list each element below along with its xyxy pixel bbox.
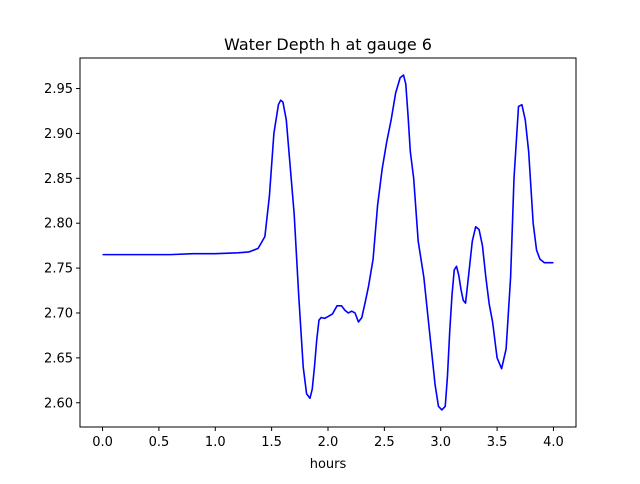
x-tick-label: 4.0 [543,435,564,450]
x-axis-label: hours [310,457,347,472]
x-tick-label: 1.0 [205,435,226,450]
y-tick-label: 2.95 [44,82,73,97]
y-tick-label: 2.80 [44,217,73,232]
x-tick-label: 0.5 [149,435,170,450]
y-axis-ticks: 2.60 2.65 2.70 2.75 2.80 2.85 2.90 2.95 [44,82,80,411]
chart-title: Water Depth h at gauge 6 [224,35,432,54]
y-tick-label: 2.90 [44,127,73,142]
series-line-0 [102,74,554,411]
y-tick-label: 2.70 [44,306,73,321]
y-tick-label: 2.75 [44,262,73,277]
x-tick-label: 2.0 [318,435,339,450]
x-tick-label: 2.5 [374,435,395,450]
x-tick-label: 3.5 [487,435,508,450]
y-tick-label: 2.60 [44,396,73,411]
y-tick-label: 2.65 [44,351,73,366]
x-tick-label: 1.5 [261,435,282,450]
x-tick-label: 0.0 [92,435,113,450]
x-axis-ticks: 0.0 0.5 1.0 1.5 2.0 2.5 3.0 3.5 4.0 [92,427,564,450]
x-tick-label: 3.0 [430,435,451,450]
y-tick-label: 2.85 [44,172,73,187]
